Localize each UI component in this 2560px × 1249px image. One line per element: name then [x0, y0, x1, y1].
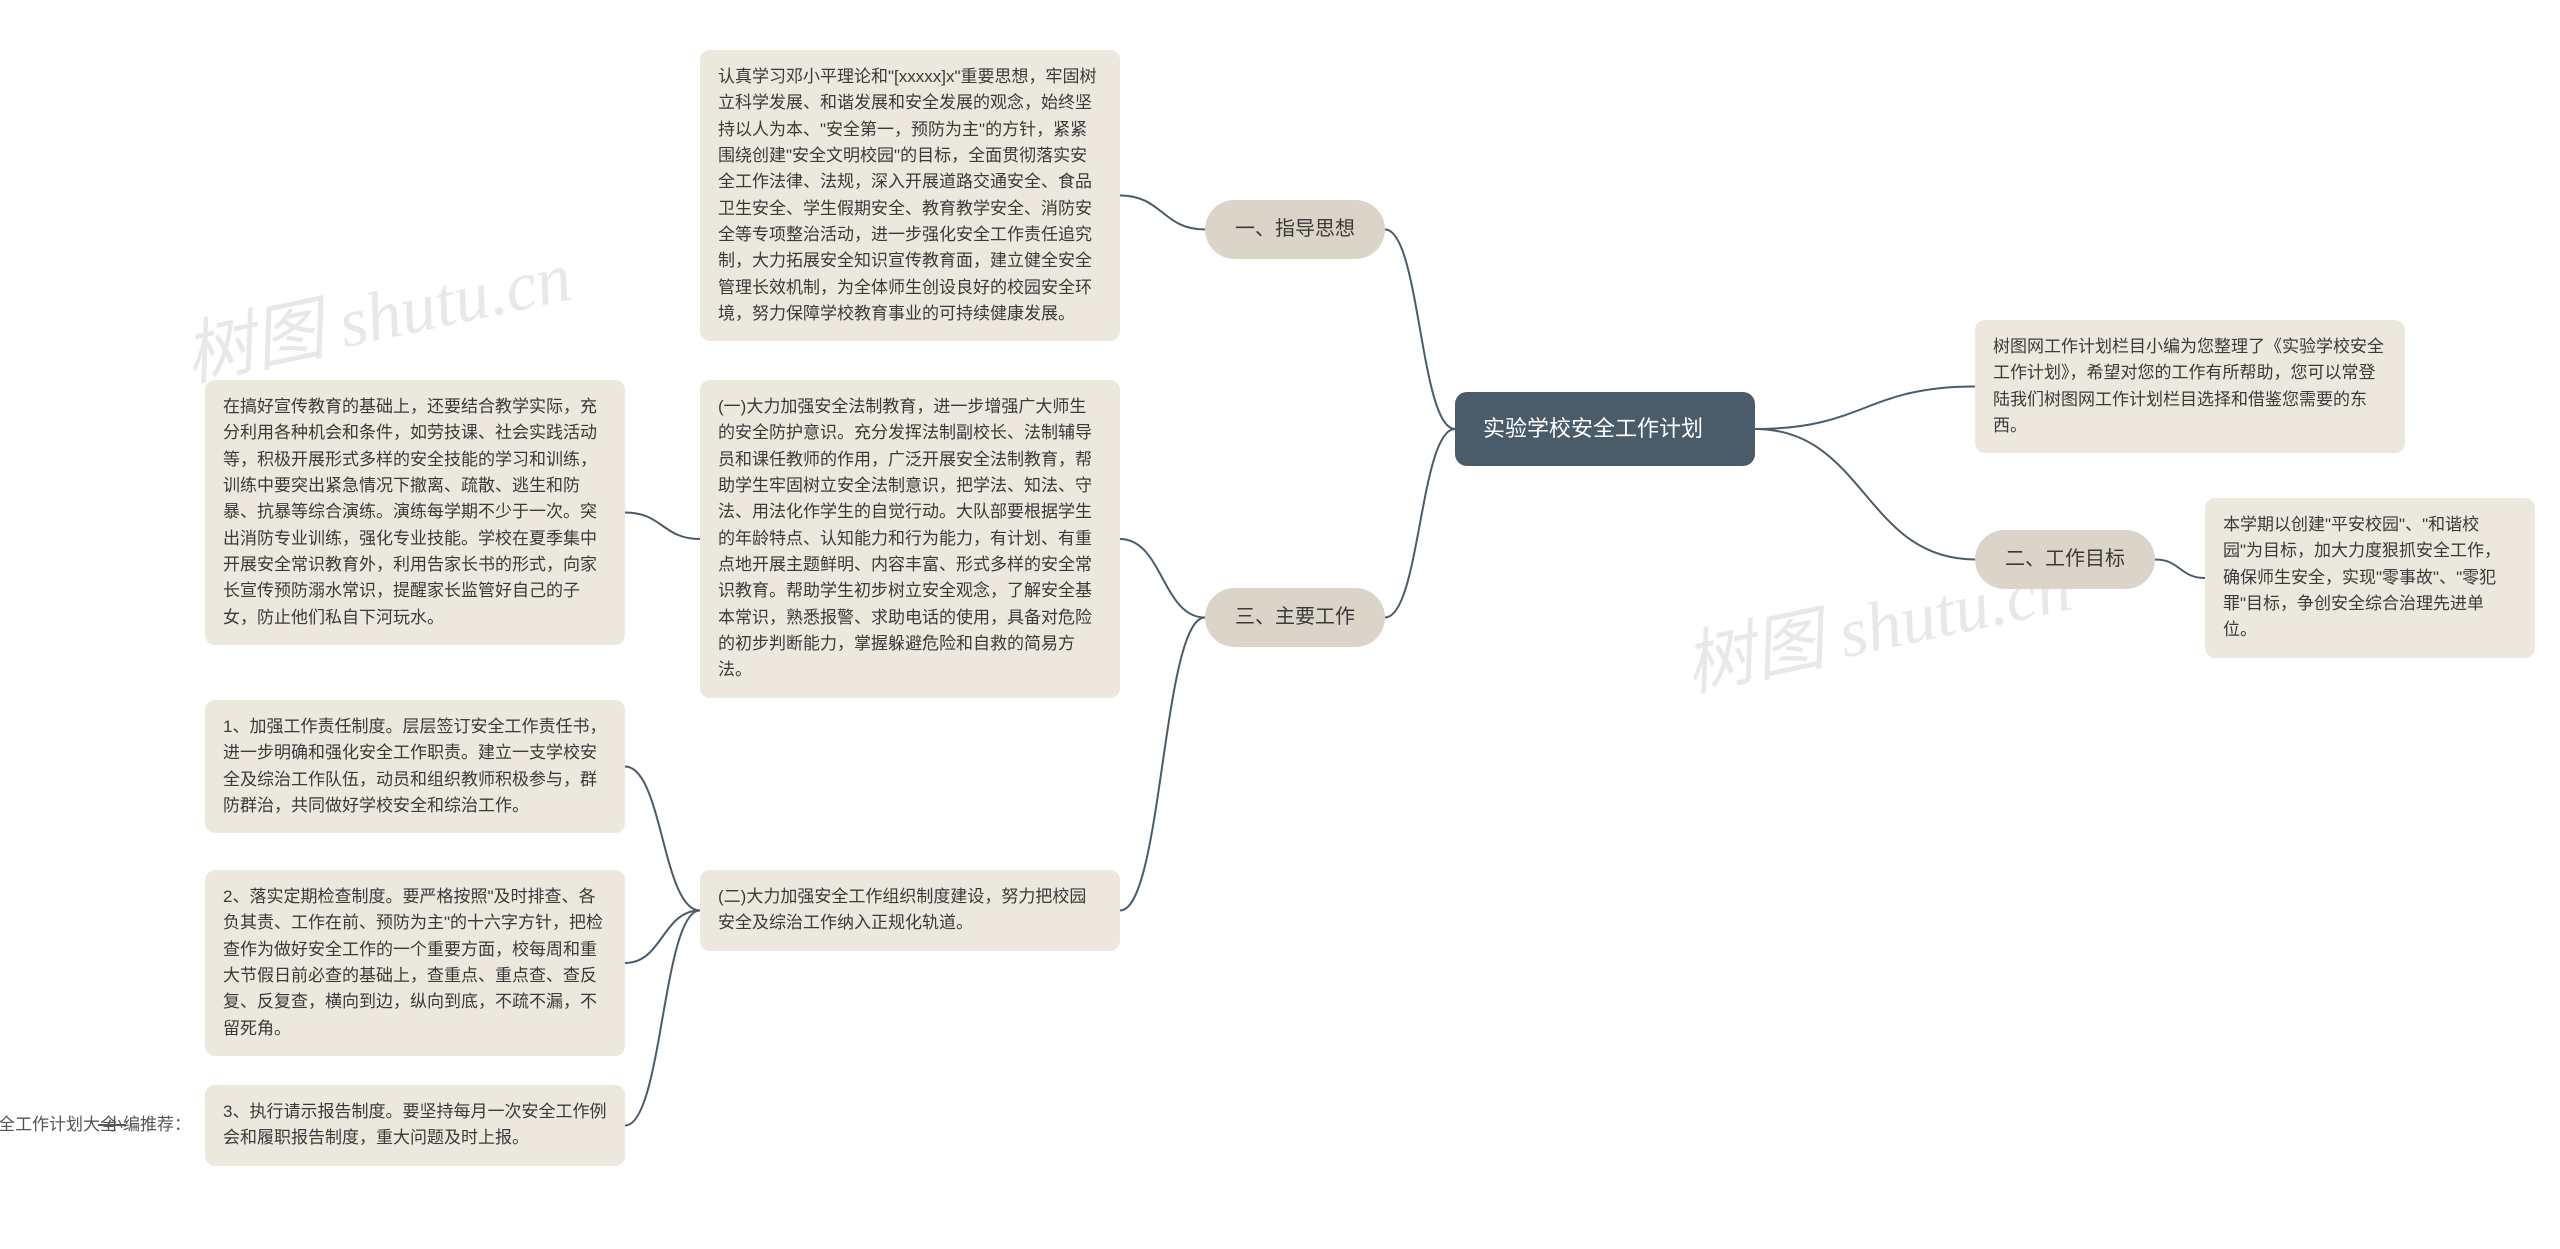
section-3-pill: 三、主要工作: [1205, 588, 1385, 647]
section-2-body: 本学期以创建"平安校园"、"和谐校园"为目标，加大力度狠抓安全工作，确保师生安全…: [2205, 498, 2535, 658]
recommend-item: 2014年安全工作计划大全: [0, 1108, 125, 1142]
section-3-1-block: (一)大力加强安全法制教育，进一步增强广大师生的安全防护意识。充分发挥法制副校长…: [700, 380, 1120, 698]
section-1-pill: 一、指导思想: [1205, 200, 1385, 259]
section-2-pill: 二、工作目标: [1975, 530, 2155, 589]
root-node: 实验学校安全工作计划: [1455, 392, 1755, 466]
section-3-2-2-block: 2、落实定期检查制度。要严格按照"及时排查、各负其责、工作在前、预防为主"的十六…: [205, 870, 625, 1056]
section-3-2-1-block: 1、加强工作责任制度。层层签订安全工作责任书，进一步明确和强化安全工作职责。建立…: [205, 700, 625, 833]
section-1-body: 认真学习邓小平理论和"[xxxxx]x"重要思想，牢固树立科学发展、和谐发展和安…: [700, 50, 1120, 341]
watermark-1: 树图 shutu.cn: [174, 220, 579, 400]
section-3-2-block: (二)大力加强安全工作组织制度建设，努力把校园安全及综治工作纳入正规化轨道。: [700, 870, 1120, 951]
section-3-2-3-block: 3、执行请示报告制度。要坚持每月一次安全工作例会和履职报告制度，重大问题及时上报…: [205, 1085, 625, 1166]
section-3-1a-block: 在搞好宣传教育的基础上，还要结合教学实际，充分利用各种机会和条件，如劳技课、社会…: [205, 380, 625, 645]
intro-block: 树图网工作计划栏目小编为您整理了《实验学校安全工作计划》，希望对您的工作有所帮助…: [1975, 320, 2405, 453]
